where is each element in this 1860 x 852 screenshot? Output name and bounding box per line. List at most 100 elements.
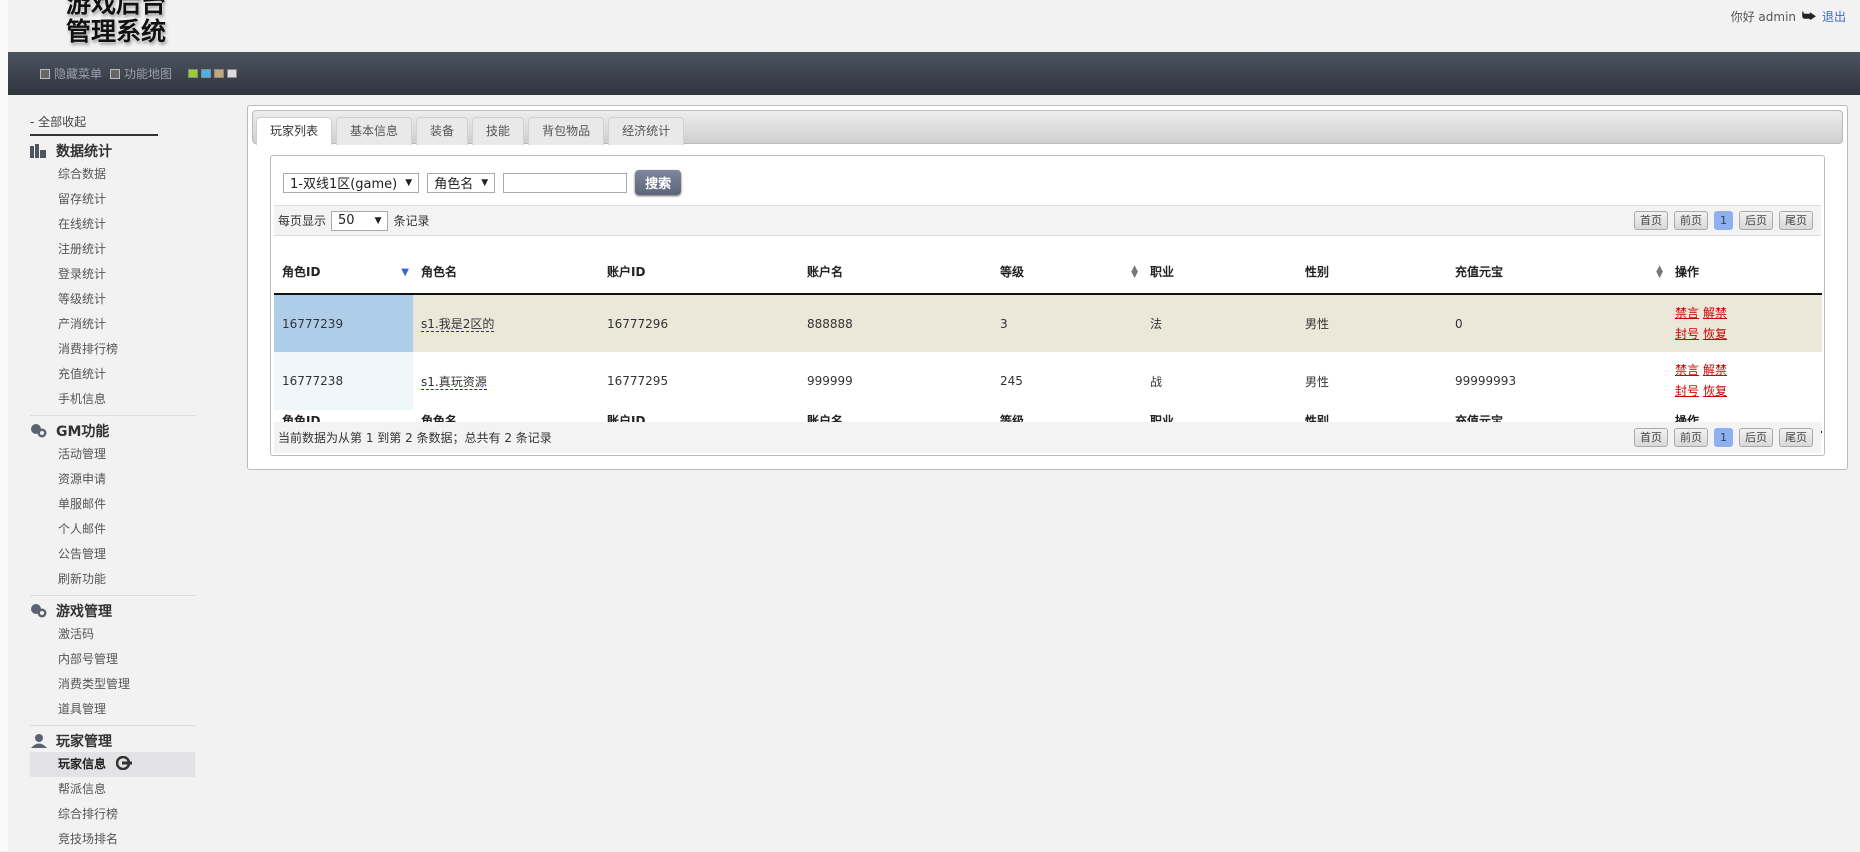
cell-value: 999999 — [807, 374, 853, 388]
sidebar-item[interactable]: 激活码 — [30, 622, 195, 647]
next-page-button[interactable]: 后页 — [1739, 428, 1773, 447]
sidebar-item[interactable]: 竞技场排名 — [30, 827, 195, 852]
tab-4[interactable]: 背包物品 — [528, 117, 605, 145]
page-edge — [0, 0, 8, 851]
sidebar-item[interactable]: 道具管理 — [30, 697, 195, 722]
last-page-button[interactable]: 尾页 — [1779, 211, 1813, 230]
theme-swatch[interactable] — [188, 69, 199, 78]
cell-value: 0 — [1455, 316, 1463, 331]
role-name-link[interactable]: s1.真玩资源 — [421, 374, 487, 390]
theme-swatches — [188, 69, 238, 78]
sidebar-item[interactable]: 手机信息 — [30, 387, 195, 412]
sidebar-item[interactable]: 消费排行榜 — [30, 337, 195, 362]
sidebar-item[interactable]: 资源申请 — [30, 467, 195, 492]
sidebar-item[interactable]: 综合数据 — [30, 162, 195, 187]
mute-link[interactable]: 禁言 — [1675, 363, 1700, 377]
column-header[interactable]: 操作 — [1667, 250, 1822, 295]
sort-icon[interactable]: ▲ ▼ — [1656, 264, 1663, 280]
sidebar-item[interactable]: 帮派信息 — [30, 777, 195, 802]
column-header-label: 充值元宝 — [1455, 265, 1504, 279]
sidebar-section-2[interactable]: 游戏管理 — [30, 600, 195, 622]
sidebar-section-1[interactable]: GM功能 — [30, 420, 195, 442]
ban-link[interactable]: 封号 — [1675, 384, 1700, 398]
first-page-button[interactable]: 首页 — [1634, 211, 1668, 230]
last-page-button[interactable]: 尾页 — [1779, 428, 1813, 447]
sidebar-section-title: GM功能 — [56, 424, 110, 440]
unban-link[interactable]: 解禁 — [1703, 363, 1728, 377]
per-page-suffix: 条记录 — [393, 214, 430, 228]
sidebar-item[interactable]: 留存统计 — [30, 187, 195, 212]
server-select[interactable]: 1-双线1区(game) ▼ — [283, 172, 420, 193]
sidebar-item[interactable]: 内部号管理 — [30, 647, 195, 672]
sidebar-item-label: 公告管理 — [58, 547, 107, 561]
prev-page-button[interactable]: 前页 — [1674, 211, 1708, 230]
field-select[interactable]: 角色名 ▼ — [427, 172, 496, 193]
tab-2[interactable]: 装备 — [416, 117, 469, 145]
sidebar-item[interactable]: 登录统计 — [30, 262, 195, 287]
theme-swatch[interactable] — [227, 69, 238, 78]
logout-icon[interactable]: ⮩ — [1802, 7, 1816, 25]
search-button[interactable]: 搜索 — [635, 170, 682, 195]
column-header[interactable]: 职业 — [1142, 250, 1297, 295]
tab-3[interactable]: 技能 — [472, 117, 525, 145]
column-header[interactable]: 账户名 — [799, 250, 992, 295]
sidebar-item[interactable]: 玩家信息 — [30, 752, 195, 777]
sidebar-item[interactable]: 刷新功能 — [30, 567, 195, 592]
toggle-icon — [30, 604, 48, 618]
prev-page-button[interactable]: 前页 — [1674, 428, 1708, 447]
logo: 游戏后台 管理系统 — [66, 0, 167, 46]
logout-link[interactable]: 退出 — [1821, 9, 1846, 24]
column-header[interactable]: 性别 — [1297, 250, 1447, 295]
theme-swatch[interactable] — [201, 69, 212, 78]
sidebar-item-label: 消费排行榜 — [58, 342, 119, 356]
table-row[interactable]: 16777238 s1.真玩资源 16777295 999999 245 战 男性 99999… — [274, 352, 1822, 410]
sidebar-section-title: 游戏管理 — [56, 604, 112, 620]
unban-link[interactable]: 解禁 — [1703, 305, 1728, 320]
mute-link[interactable]: 禁言 — [1675, 305, 1700, 320]
table-row[interactable]: 16777239 s1.我是2区的 16777296 888888 3 法 男性 0 禁言 解禁封… — [274, 294, 1822, 352]
sidebar-item[interactable]: 个人邮件 — [30, 517, 195, 542]
sidebar-item[interactable]: 产消统计 — [30, 312, 195, 337]
current-page-button[interactable]: 1 — [1714, 428, 1733, 447]
hide-menu-button[interactable]: 隐藏菜单 — [40, 65, 102, 82]
sort-desc-icon[interactable]: ▼ — [401, 267, 409, 278]
sidebar-item-label: 在线统计 — [58, 217, 107, 231]
cell-value: 99999993 — [1455, 374, 1517, 388]
column-header[interactable]: 充值元宝 ▲ ▼ — [1447, 250, 1667, 295]
sidebar-divider — [30, 415, 195, 416]
restore-link[interactable]: 恢复 — [1703, 384, 1728, 398]
cell-value: 16777296 — [607, 316, 669, 331]
tab-5[interactable]: 经济统计 — [608, 117, 685, 145]
tab-1[interactable]: 基本信息 — [336, 117, 413, 145]
column-header[interactable]: 等级 ▲ ▼ — [992, 250, 1142, 295]
sort-icon[interactable]: ▲ ▼ — [1131, 264, 1138, 280]
sidebar-item[interactable]: 充值统计 — [30, 362, 195, 387]
sidebar-item[interactable]: 注册统计 — [30, 237, 195, 262]
column-header[interactable]: 角色名 — [413, 250, 599, 295]
sidebar-item[interactable]: 在线统计 — [30, 212, 195, 237]
cell-value: 16777238 — [282, 374, 344, 388]
sidebar-item[interactable]: 公告管理 — [30, 542, 195, 567]
sidebar-item[interactable]: 单服邮件 — [30, 492, 195, 517]
first-page-button[interactable]: 首页 — [1634, 428, 1668, 447]
collapse-all[interactable]: - 全部收起 — [30, 112, 158, 136]
role-name-link[interactable]: s1.我是2区的 — [421, 317, 495, 332]
ban-link[interactable]: 封号 — [1675, 326, 1700, 341]
sidebar-item[interactable]: 综合排行榜 — [30, 802, 195, 827]
sidebar-item[interactable]: 活动管理 — [30, 442, 195, 467]
column-header[interactable]: 角色ID ▼ — [274, 250, 413, 295]
column-header[interactable]: 账户ID — [599, 250, 799, 295]
function-map-button[interactable]: 功能地图 — [110, 65, 172, 82]
search-input[interactable] — [503, 172, 628, 193]
next-page-button[interactable]: 后页 — [1739, 211, 1773, 230]
sidebar-item[interactable]: 消费类型管理 — [30, 672, 195, 697]
current-page-button[interactable]: 1 — [1714, 211, 1733, 230]
tab-0[interactable]: 玩家列表 — [256, 117, 333, 145]
restore-link[interactable]: 恢复 — [1703, 326, 1728, 341]
theme-swatch[interactable] — [214, 69, 225, 78]
sidebar-section-0[interactable]: 数据统计 — [30, 140, 195, 162]
sidebar-section-3[interactable]: 玩家管理 — [30, 730, 195, 752]
sidebar-item[interactable]: 等级统计 — [30, 287, 195, 312]
cell-value: 16777239 — [282, 316, 344, 331]
per-page-select[interactable]: 50 ▼ — [331, 210, 389, 231]
